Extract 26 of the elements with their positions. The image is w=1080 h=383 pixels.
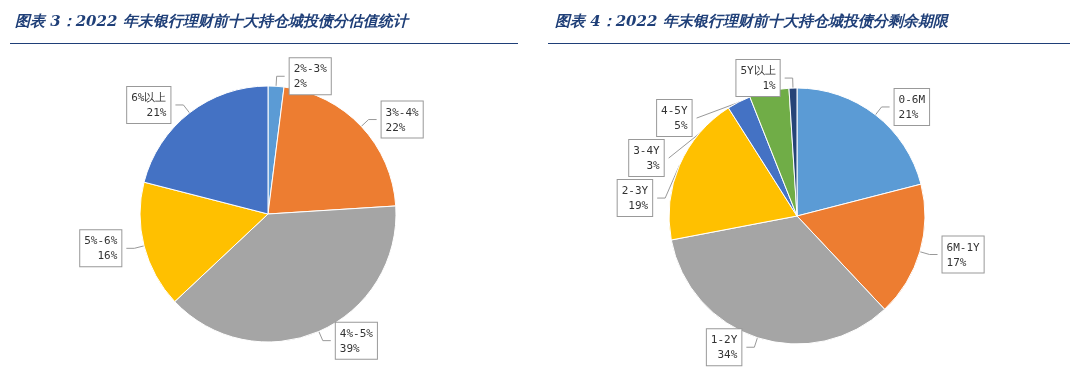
slice-label: 0-6M <box>898 92 926 106</box>
data-label: 39% <box>339 341 361 355</box>
data-label: 34% <box>717 348 738 362</box>
data-label: 16% <box>97 249 118 263</box>
data-label: 21% <box>898 107 919 121</box>
chart-title: 图表 3：2022 年末银行理财前十大持仓城投债分估值统计 <box>15 11 410 30</box>
data-label: 2% <box>293 77 308 91</box>
data-label: 1% <box>762 79 777 93</box>
chart-title: 图表 4：2022 年末银行理财前十大持仓城投债分剩余期限 <box>555 11 949 30</box>
slice-label: 2%-3% <box>293 62 328 76</box>
data-label: 21% <box>146 105 167 119</box>
slice-label: 6M-1Y <box>946 240 981 254</box>
slice-label: 2-3Y <box>621 184 649 198</box>
data-label: 22% <box>385 120 406 134</box>
slice-label: 4-5Y <box>661 104 688 118</box>
data-label: 5% <box>674 119 688 133</box>
data-label: 3% <box>646 159 661 173</box>
slice-label: 5Y以上 <box>740 64 776 78</box>
data-label: 19% <box>628 199 649 213</box>
slice-label: 1-2Y <box>710 333 738 347</box>
slice-label: 3%-4% <box>385 105 420 119</box>
slice-label: 4%-5% <box>339 326 374 340</box>
slice-label: 5%-6% <box>84 234 118 248</box>
data-label: 17% <box>946 255 967 269</box>
slice-label: 6%以上 <box>131 90 167 104</box>
slice-label: 3-4Y <box>633 144 661 158</box>
